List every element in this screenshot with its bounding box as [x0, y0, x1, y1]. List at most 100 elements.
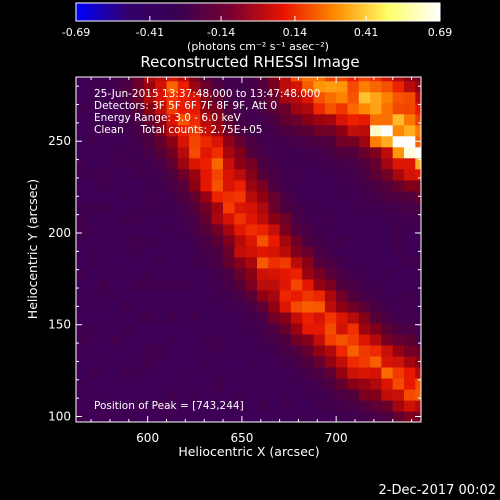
x-axis-label: Heliocentric X (arcsec)	[178, 444, 319, 459]
image-pixel	[200, 267, 213, 280]
colorbar-tick-label: 0.69	[428, 26, 453, 39]
image-pixel	[143, 378, 156, 390]
image-pixel	[381, 245, 394, 258]
image-pixel	[109, 289, 122, 302]
image-pixel	[347, 234, 360, 247]
image-pixel	[336, 411, 349, 422]
image-pixel	[381, 355, 394, 368]
image-pixel	[245, 179, 258, 192]
image-pixel	[245, 124, 258, 137]
image-pixel	[302, 124, 315, 137]
image-pixel	[290, 234, 303, 247]
image-pixel	[143, 400, 156, 412]
image-pixel	[415, 124, 421, 137]
image-pixel	[279, 378, 292, 390]
image-pixel	[381, 366, 394, 379]
image-pixel	[98, 168, 111, 181]
image-pixel	[121, 223, 134, 236]
image-pixel	[166, 113, 179, 126]
image-pixel	[279, 322, 292, 335]
image-pixel	[392, 256, 405, 269]
image-pixel	[189, 389, 201, 401]
image-pixel	[257, 256, 269, 269]
image-pixel	[347, 300, 360, 313]
image-pixel	[223, 311, 235, 324]
image-pixel	[155, 278, 168, 291]
image-pixel	[279, 300, 292, 313]
image-pixel	[234, 411, 247, 422]
image-pixel	[76, 389, 88, 401]
image-pixel	[245, 411, 258, 422]
image-pixel	[121, 102, 134, 115]
image-pixel	[87, 102, 100, 115]
image-pixel	[189, 267, 201, 280]
image-pixel	[166, 102, 179, 115]
image-pixel	[143, 322, 156, 335]
image-pixel	[121, 124, 134, 137]
image-pixel	[177, 124, 190, 137]
image-pixel	[234, 113, 247, 126]
image-pixel	[143, 411, 156, 422]
colorbar-ticks	[75, 16, 441, 21]
image-pixel	[415, 91, 421, 104]
image-pixel	[302, 411, 315, 422]
image-pixel	[313, 179, 326, 192]
image-pixel	[324, 102, 337, 115]
colorbar-tick-label: -0.41	[136, 26, 164, 39]
image-pixel	[234, 322, 247, 335]
image-pixel	[143, 234, 156, 247]
image-pixel	[290, 311, 303, 324]
image-pixel	[234, 124, 247, 137]
annotation-clean-counts: Clean Total counts: 2.75E+05	[94, 124, 263, 136]
image-pixel	[189, 355, 201, 368]
image-pixel	[257, 201, 269, 214]
image-pixel	[166, 245, 179, 258]
image-pixel	[358, 300, 371, 313]
image-pixel	[132, 333, 145, 346]
image-pixel	[347, 223, 360, 236]
image-pixel	[245, 201, 258, 214]
image-pixel	[177, 245, 190, 258]
colorbar-label: (photons cm⁻² s⁻¹ asec⁻²)	[187, 40, 329, 53]
image-pixel	[404, 289, 416, 302]
image-pixel	[290, 179, 303, 192]
image-pixel	[257, 146, 269, 159]
image-pixel	[404, 223, 416, 236]
image-pixel	[381, 411, 394, 422]
image-pixel	[392, 77, 405, 82]
image-pixel	[121, 267, 134, 280]
image-pixel	[404, 102, 416, 115]
image-pixel	[223, 234, 235, 247]
image-pixel	[290, 124, 303, 137]
image-pixel	[223, 344, 235, 357]
image-pixel	[268, 245, 281, 258]
image-pixel	[200, 411, 213, 422]
image-pixel	[324, 124, 337, 137]
image-pixel	[234, 223, 247, 236]
image-pixel	[347, 311, 360, 324]
image-pixel	[313, 223, 326, 236]
image-pixel	[132, 102, 145, 115]
image-pixel	[358, 80, 371, 93]
image-pixel	[189, 102, 201, 115]
image-pixel	[166, 344, 179, 357]
image-pixel	[155, 223, 168, 236]
image-pixel	[381, 179, 394, 192]
image-pixel	[358, 190, 371, 203]
image-pixel	[381, 289, 394, 302]
image-pixel	[257, 344, 269, 357]
image-pixel	[211, 91, 224, 104]
image-pixel	[87, 168, 100, 181]
image-pixel	[313, 124, 326, 137]
annotation-peak-position: Position of Peak = [743,244]	[94, 400, 244, 412]
image-pixel	[200, 223, 213, 236]
image-pixel	[381, 234, 394, 247]
image-pixel	[336, 400, 349, 412]
image-pixel	[392, 267, 405, 280]
image-pixel	[87, 378, 100, 390]
image-pixel	[392, 289, 405, 302]
image-pixel	[143, 113, 156, 126]
image-pixel	[211, 267, 224, 280]
image-pixel	[87, 311, 100, 324]
image-pixel	[245, 311, 258, 324]
